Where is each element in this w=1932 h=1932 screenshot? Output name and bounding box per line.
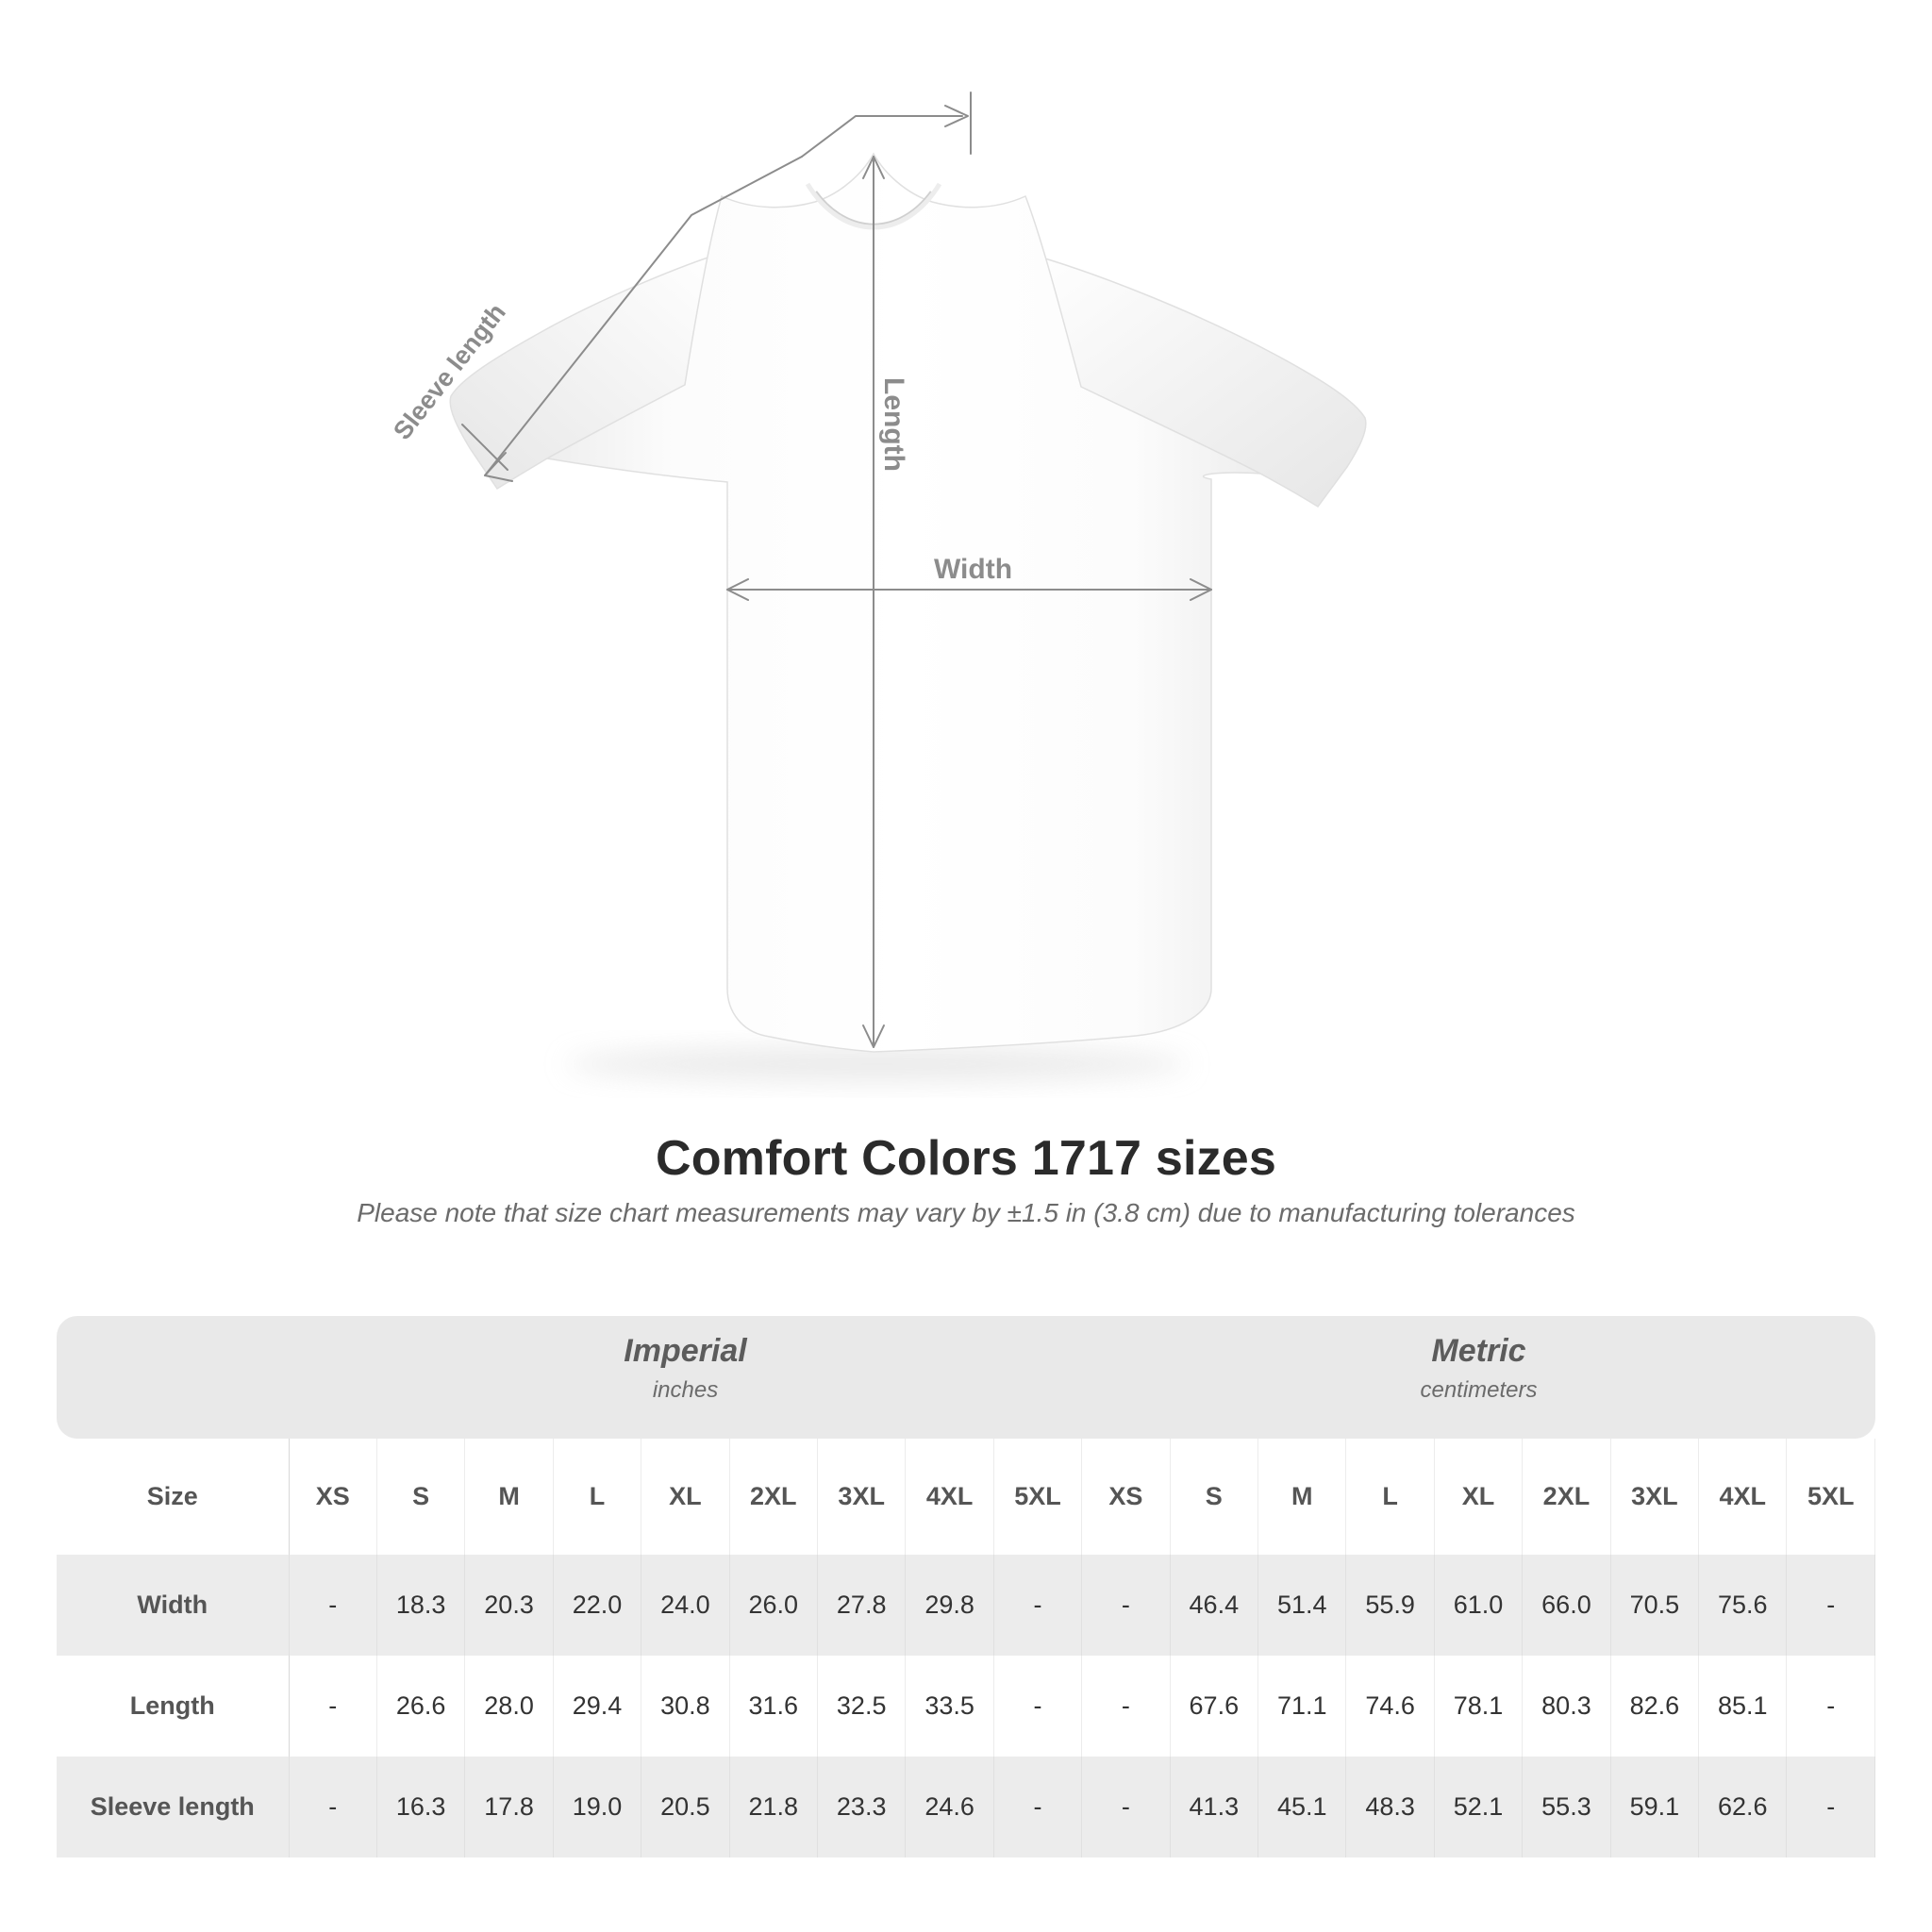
svg-text:Width: Width — [934, 554, 1012, 585]
svg-text:Length: Length — [878, 377, 909, 472]
